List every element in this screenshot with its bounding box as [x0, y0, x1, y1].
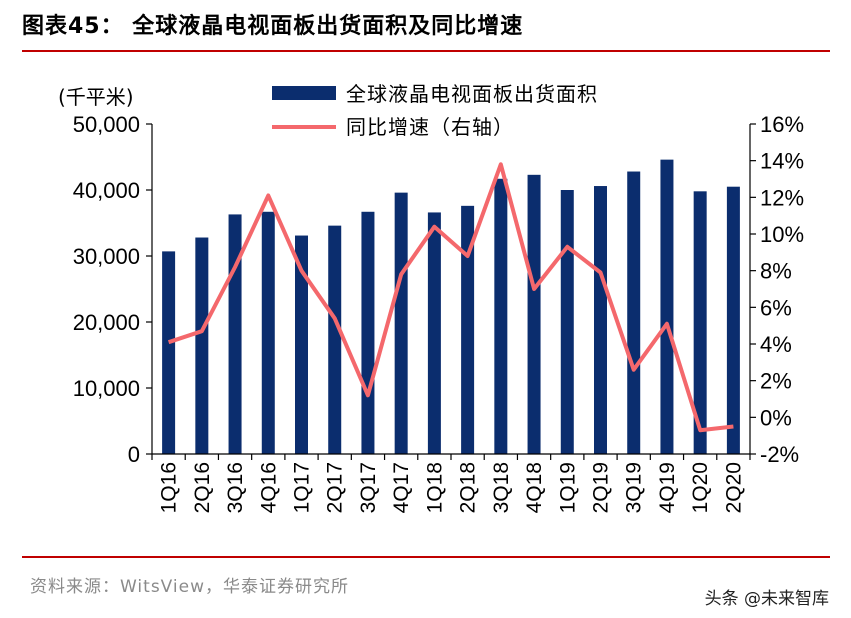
x-tick-label: 1Q17	[291, 462, 314, 513]
right-tick-label: 6%	[760, 295, 792, 320]
x-tick-label: 2Q18	[457, 462, 480, 513]
bar-2Q19	[594, 186, 607, 455]
right-tick-label: 4%	[760, 332, 792, 357]
x-tick-label: 4Q17	[390, 462, 413, 513]
growth-line	[167, 162, 734, 433]
x-tick-label: 4Q19	[656, 462, 679, 513]
x-tick-label: 1Q18	[423, 462, 446, 513]
x-tick-label: 3Q17	[357, 462, 380, 513]
bar-1Q18	[427, 212, 441, 454]
bar-4Q17	[394, 192, 408, 454]
right-tick-label: 8%	[760, 259, 792, 284]
bar-1Q19	[560, 190, 574, 454]
x-tick-label: 2Q16	[191, 462, 214, 513]
watermark: 头条 @未来智库	[704, 589, 829, 609]
bar-3Q17	[361, 211, 375, 454]
line-series	[167, 162, 734, 433]
left-tick-label: 10,000	[73, 376, 140, 401]
bar-2Q20	[726, 186, 740, 454]
right-tick-label: 16%	[760, 112, 804, 137]
bar-1Q20	[693, 191, 707, 454]
bar-4Q16	[261, 211, 275, 454]
right-tick-label: 14%	[760, 149, 804, 174]
right-tick-label: -2%	[760, 442, 799, 467]
title-divider	[22, 50, 830, 52]
bar-4Q18	[527, 174, 541, 454]
bar-1Q17	[295, 235, 308, 454]
x-tick-label: 2Q17	[324, 462, 347, 513]
left-tick-label: 50,000	[73, 112, 140, 137]
bar-2Q18	[461, 205, 475, 454]
legend-bar-label: 全球液晶电视面板出货面积	[346, 82, 598, 106]
bar-4Q19	[660, 159, 674, 454]
bar-3Q19	[627, 171, 641, 454]
left-axis-unit: (千平米)	[58, 85, 134, 109]
x-tick-label: 2Q20	[722, 462, 745, 513]
right-tick-label: 0%	[760, 405, 792, 430]
left-tick-label: 0	[128, 442, 140, 467]
bar-2Q17	[328, 225, 342, 454]
x-tick-label: 1Q16	[158, 462, 181, 513]
bar-series	[162, 159, 740, 455]
bar-2Q16	[195, 237, 209, 454]
right-tick-label: 10%	[760, 222, 804, 247]
x-tick-label: 3Q18	[490, 462, 513, 513]
legend: 全球液晶电视面板出货面积 同比增速（右轴）	[272, 82, 598, 139]
legend-bar-swatch	[272, 86, 336, 100]
x-tick-label: 3Q16	[224, 462, 247, 513]
x-tick-label: 4Q18	[523, 462, 546, 513]
x-tick-label: 3Q19	[623, 462, 646, 513]
x-tick-label: 1Q19	[556, 462, 579, 513]
x-tick-label: 4Q16	[257, 462, 280, 513]
left-tick-label: 20,000	[73, 310, 140, 335]
bar-3Q16	[228, 214, 242, 454]
x-tick-label: 1Q20	[689, 462, 712, 513]
legend-line-label: 同比增速（右轴）	[346, 115, 514, 139]
right-tick-label: 12%	[760, 185, 804, 210]
footer-divider	[22, 556, 830, 558]
left-tick-label: 40,000	[73, 178, 140, 203]
chart-title: 图表45： 全球液晶电视面板出货面积及同比增速	[22, 14, 524, 39]
left-tick-label: 30,000	[73, 244, 140, 269]
right-tick-label: 2%	[760, 369, 792, 394]
x-tick-label: 2Q19	[590, 462, 613, 513]
bar-3Q18	[494, 178, 508, 454]
source-note: 资料来源：WitsView，华泰证券研究所	[30, 577, 350, 597]
bar-1Q16	[162, 251, 176, 454]
